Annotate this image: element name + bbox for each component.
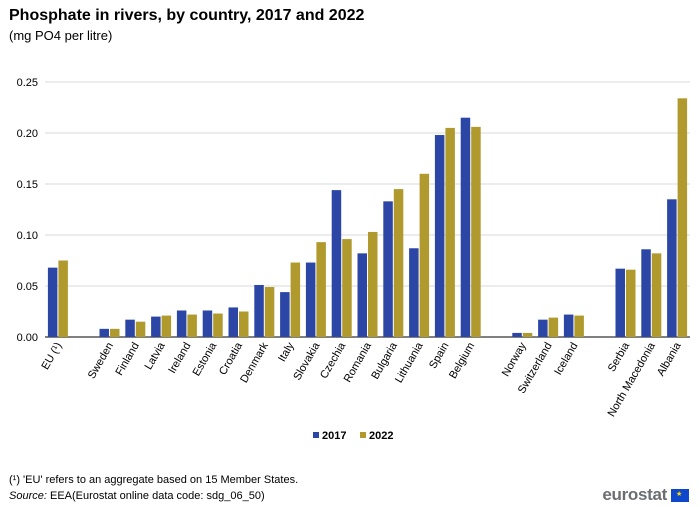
chart-area: 0.00 0.05 0.10 0.15 0.20 0.25 EU (¹) SwedenFinl…	[17, 77, 690, 442]
x-tick-label: EU (¹)	[39, 341, 64, 372]
y-tick-label: 0.20	[17, 128, 38, 140]
bar-2017	[254, 284, 264, 337]
bar-2017	[667, 199, 677, 337]
bar-2017	[176, 310, 187, 337]
x-tick-label: North Macedonia	[606, 340, 659, 419]
footnote: (¹) 'EU' refers to an aggregate based on…	[9, 474, 299, 486]
source-text: EEA(Eurostat online data code: sdg_06_50…	[46, 490, 265, 502]
x-tick-label: Italy	[276, 340, 297, 364]
bar-2017	[202, 310, 213, 337]
bar-2017	[409, 248, 419, 337]
legend-swatch-2022	[360, 432, 366, 438]
source-note: Source: EEA(Eurostat online data code: s…	[9, 490, 265, 502]
source-label: Source:	[9, 490, 47, 502]
y-tick-label: 0.10	[17, 230, 38, 242]
x-tick-label: Belgium	[447, 341, 477, 381]
x-tick-label: Estonia	[191, 340, 220, 379]
bar-2022	[290, 262, 301, 337]
eurostat-logo: eurostat	[602, 485, 689, 505]
x-tick-label: Spain	[427, 341, 451, 371]
legend-label-2022: 2022	[369, 430, 393, 442]
bar-2022	[393, 189, 404, 337]
bar-2017	[615, 268, 625, 337]
bar-2017	[563, 314, 574, 337]
bar-2017	[305, 262, 316, 337]
legend-swatch-2017	[313, 432, 319, 438]
bar-2022	[368, 231, 378, 337]
bar-2022	[187, 314, 197, 337]
chart-subtitle: (mg PO4 per litre)	[9, 28, 113, 43]
y-tick-label: 0.15	[17, 179, 38, 191]
y-tick-label: 0.25	[17, 77, 38, 89]
bar-2022	[651, 253, 662, 337]
bar-2017	[538, 319, 548, 337]
bar-2017	[125, 319, 135, 337]
chart-title: Phosphate in rivers, by country, 2017 an…	[9, 7, 365, 24]
bar-2017	[280, 292, 290, 337]
x-tick-label: Croatia	[217, 340, 246, 377]
bar-2022	[626, 269, 636, 337]
x-tick-label: Iceland	[552, 341, 580, 378]
bar-2022	[213, 313, 223, 337]
bar-2017	[151, 316, 161, 337]
y-tick-label: 0.05	[17, 281, 38, 293]
bar-2022	[419, 173, 430, 337]
bar-2017	[512, 332, 522, 337]
bar-2017	[383, 201, 393, 337]
legend-label-2017: 2017	[322, 430, 346, 442]
x-tick-label: Ireland	[166, 341, 193, 376]
x-tick-label: Latvia	[143, 340, 169, 372]
x-tick-label: Albania	[655, 340, 684, 379]
bar-2017	[331, 190, 342, 337]
bar-2022	[471, 126, 481, 337]
bar-2022	[239, 311, 249, 337]
bar-2022	[445, 127, 455, 338]
bar-2022	[574, 315, 584, 337]
bar-2022	[264, 287, 275, 337]
bar-2022	[548, 317, 559, 337]
eurostat-logo-text: eurostat	[602, 485, 667, 504]
bar-2022	[677, 98, 688, 337]
bar-2017	[228, 307, 238, 337]
eu-flag-icon	[671, 488, 689, 502]
bar-2022	[522, 332, 533, 337]
bar-2022	[110, 328, 120, 337]
bar-2022	[135, 321, 146, 337]
bar-2022	[342, 239, 352, 337]
x-tick-label: Serbia	[606, 340, 633, 374]
bar-2017	[641, 249, 651, 337]
x-tick-label: Sweden	[86, 341, 116, 381]
bar-2017	[357, 253, 367, 337]
bar-2017	[434, 135, 445, 337]
bar-2022	[161, 315, 172, 337]
bar-2022	[58, 260, 68, 337]
y-tick-label: 0.00	[17, 332, 38, 344]
x-tick-label: Finland	[113, 341, 141, 378]
bar-2017	[47, 267, 58, 337]
bar-2017	[460, 117, 471, 337]
bar-2022	[316, 242, 326, 337]
bar-2017	[99, 328, 109, 337]
